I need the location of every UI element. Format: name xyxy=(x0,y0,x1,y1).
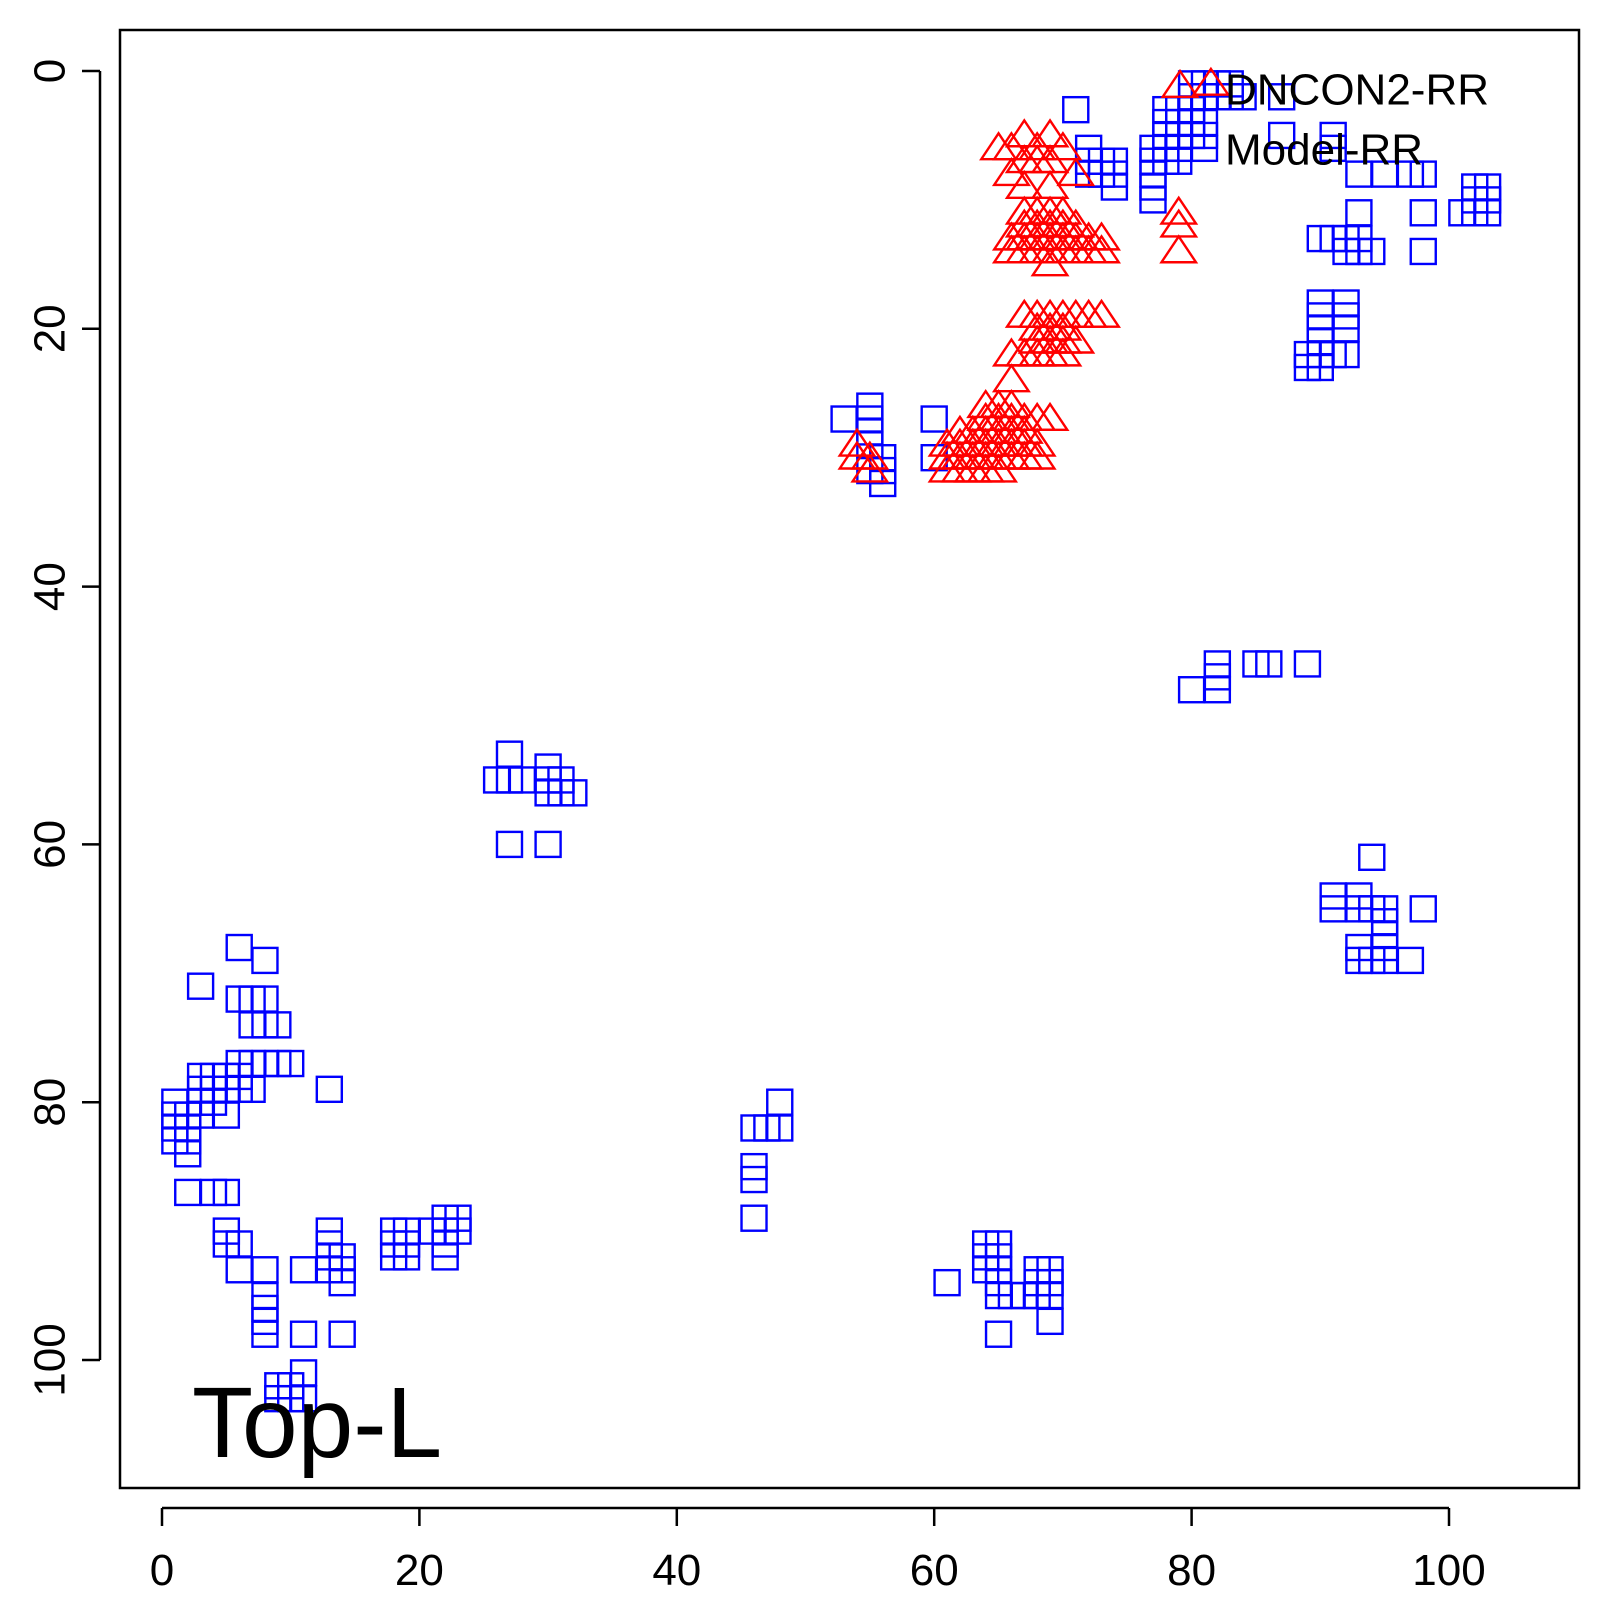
point-square xyxy=(392,1243,421,1271)
point-square xyxy=(174,1178,202,1207)
point-triangle xyxy=(979,453,1019,483)
point-triangle xyxy=(1159,234,1199,264)
legend: DNCON2-RR Model-RR xyxy=(1160,66,1489,175)
point-square xyxy=(315,1075,344,1104)
point-triangle xyxy=(1056,324,1096,354)
point-triangle xyxy=(1056,156,1096,187)
point-square xyxy=(1267,121,1296,150)
point-square xyxy=(251,946,279,975)
point-square xyxy=(1345,199,1373,227)
point-square xyxy=(1409,199,1437,227)
point-square xyxy=(289,1320,318,1348)
point-triangle xyxy=(1017,427,1057,457)
point-triangle xyxy=(1030,401,1070,432)
point-square xyxy=(560,779,588,807)
point-square xyxy=(1177,676,1206,704)
y-tick-label: 100 xyxy=(26,1323,75,1396)
point-square xyxy=(1255,650,1283,678)
point-square xyxy=(1100,173,1129,201)
point-square xyxy=(740,1165,768,1194)
point-square xyxy=(264,1011,292,1039)
point-triangle xyxy=(1082,234,1122,264)
point-square xyxy=(431,1243,459,1271)
point-square xyxy=(1139,186,1167,214)
legend-label: Model-RR xyxy=(1225,126,1423,175)
point-square xyxy=(1409,895,1437,923)
point-square xyxy=(1293,650,1322,678)
point-triangle xyxy=(1082,298,1122,328)
point-triangle xyxy=(991,156,1031,187)
x-tick-label: 80 xyxy=(1167,1546,1216,1595)
point-square xyxy=(225,1256,253,1284)
point-square xyxy=(289,1384,318,1413)
point-square xyxy=(920,405,948,433)
point-square xyxy=(1306,353,1335,382)
point-square xyxy=(1358,843,1386,871)
corner-annotation: Top-L xyxy=(192,1367,442,1479)
x-tick-label: 60 xyxy=(910,1546,959,1595)
x-tick-label: 20 xyxy=(395,1546,444,1595)
x-tick-label: 0 xyxy=(150,1546,174,1595)
point-triangle xyxy=(1043,131,1083,161)
point-square xyxy=(1358,237,1386,266)
series-dncon2-rr xyxy=(837,66,1231,483)
point-square xyxy=(251,1256,279,1284)
legend-label: DNCON2-RR xyxy=(1225,66,1489,115)
point-square xyxy=(1319,134,1347,163)
point-square xyxy=(1396,946,1425,975)
x-tick-label: 40 xyxy=(652,1546,701,1595)
point-square xyxy=(277,1049,305,1078)
legend-marker-triangle xyxy=(1160,68,1200,99)
point-square xyxy=(766,1088,794,1116)
point-square xyxy=(830,405,858,433)
point-square xyxy=(238,1075,266,1104)
point-square xyxy=(328,1268,356,1297)
point-square xyxy=(740,1204,768,1232)
point-square xyxy=(984,1320,1013,1348)
point-square xyxy=(1203,676,1232,704)
point-square xyxy=(186,972,215,1000)
point-triangle xyxy=(850,453,890,483)
point-square xyxy=(174,1140,202,1168)
point-square xyxy=(495,830,524,859)
point-square xyxy=(534,830,562,859)
data-points xyxy=(161,66,1502,1413)
point-square xyxy=(212,1178,241,1207)
y-tick-label: 20 xyxy=(26,304,75,353)
point-square xyxy=(1409,160,1437,188)
point-square xyxy=(869,469,897,498)
point-triangle xyxy=(1082,221,1122,251)
y-tick-label: 60 xyxy=(26,820,75,869)
x-axis: 0 20 40 60 80 100 xyxy=(150,1506,1486,1595)
point-triangle xyxy=(1017,440,1057,470)
point-triangle xyxy=(850,440,890,470)
x-tick-label: 100 xyxy=(1412,1546,1485,1595)
point-square xyxy=(933,1268,961,1297)
point-triangle xyxy=(837,427,877,457)
point-square xyxy=(289,1256,318,1284)
point-square xyxy=(1409,237,1437,266)
point-triangle xyxy=(991,363,1031,393)
y-tick-label: 80 xyxy=(26,1078,75,1127)
point-square xyxy=(1473,199,1502,227)
series-model-rr xyxy=(161,70,1502,1413)
point-square xyxy=(1267,83,1296,111)
point-square xyxy=(1062,95,1090,124)
point-triangle xyxy=(1043,337,1083,367)
point-square xyxy=(1229,83,1257,111)
point-triangle xyxy=(1030,247,1070,277)
point-square xyxy=(212,1101,241,1129)
point-square xyxy=(495,740,524,768)
point-triangle xyxy=(1159,195,1199,225)
y-tick-label: 40 xyxy=(26,562,75,611)
plot-frame xyxy=(118,28,1581,1490)
point-square xyxy=(225,933,253,962)
y-tick-label: 0 xyxy=(26,59,75,83)
point-square xyxy=(1036,1307,1064,1336)
point-square xyxy=(251,1320,279,1348)
point-square xyxy=(328,1320,356,1348)
y-axis: 0 20 40 60 80 100 xyxy=(26,59,102,1397)
point-triangle xyxy=(1191,66,1231,96)
